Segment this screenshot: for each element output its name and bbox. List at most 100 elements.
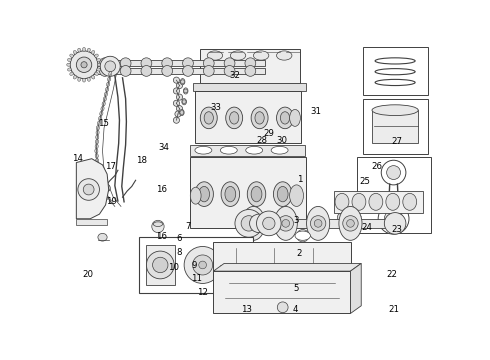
- Text: 27: 27: [391, 138, 402, 147]
- Bar: [244, 219, 397, 228]
- Circle shape: [81, 62, 87, 68]
- Circle shape: [277, 302, 288, 313]
- Ellipse shape: [225, 186, 236, 202]
- Circle shape: [384, 213, 406, 234]
- Ellipse shape: [226, 107, 243, 129]
- Ellipse shape: [96, 139, 98, 144]
- Bar: [334, 191, 423, 213]
- Text: 26: 26: [371, 162, 382, 171]
- Circle shape: [180, 111, 184, 114]
- Circle shape: [337, 213, 345, 221]
- Bar: [76, 68, 265, 74]
- Text: 31: 31: [311, 107, 321, 116]
- Text: 16: 16: [156, 185, 167, 194]
- Ellipse shape: [375, 58, 415, 64]
- Ellipse shape: [276, 107, 294, 129]
- Text: 17: 17: [105, 162, 116, 171]
- Circle shape: [314, 220, 322, 227]
- Ellipse shape: [221, 182, 240, 206]
- Ellipse shape: [190, 187, 201, 204]
- Ellipse shape: [230, 51, 245, 60]
- Ellipse shape: [224, 66, 235, 76]
- Circle shape: [241, 216, 257, 231]
- Ellipse shape: [109, 200, 113, 204]
- Circle shape: [346, 220, 354, 227]
- Text: 33: 33: [210, 103, 221, 112]
- Circle shape: [263, 217, 275, 230]
- Ellipse shape: [96, 168, 99, 172]
- Ellipse shape: [307, 206, 330, 240]
- Ellipse shape: [220, 147, 237, 154]
- Ellipse shape: [98, 173, 101, 177]
- Text: 32: 32: [229, 71, 240, 80]
- Ellipse shape: [68, 68, 71, 71]
- Ellipse shape: [99, 58, 110, 69]
- Ellipse shape: [97, 126, 99, 130]
- Circle shape: [173, 88, 179, 94]
- Ellipse shape: [104, 92, 108, 96]
- Ellipse shape: [74, 50, 76, 54]
- Ellipse shape: [227, 250, 243, 280]
- Ellipse shape: [273, 182, 292, 206]
- Circle shape: [199, 261, 206, 269]
- Ellipse shape: [96, 130, 99, 135]
- Text: 29: 29: [264, 129, 275, 138]
- Text: 11: 11: [191, 274, 202, 283]
- Ellipse shape: [70, 54, 74, 57]
- Ellipse shape: [82, 78, 86, 82]
- Circle shape: [381, 160, 406, 185]
- Ellipse shape: [162, 66, 172, 76]
- Ellipse shape: [92, 50, 95, 54]
- Circle shape: [83, 184, 94, 195]
- Ellipse shape: [98, 233, 107, 241]
- Ellipse shape: [105, 87, 109, 92]
- Bar: [190, 157, 306, 228]
- Text: 16: 16: [156, 232, 167, 241]
- Bar: [363, 99, 428, 154]
- Ellipse shape: [92, 75, 95, 79]
- Ellipse shape: [183, 88, 188, 94]
- Text: 28: 28: [256, 136, 267, 145]
- Bar: [214, 271, 350, 314]
- Text: 12: 12: [197, 288, 208, 297]
- Bar: [190, 145, 305, 156]
- Circle shape: [152, 220, 164, 233]
- Text: 18: 18: [136, 156, 147, 165]
- Ellipse shape: [95, 144, 98, 149]
- Ellipse shape: [251, 107, 268, 129]
- Ellipse shape: [78, 66, 89, 76]
- Ellipse shape: [103, 97, 106, 101]
- Text: 13: 13: [241, 305, 252, 314]
- Ellipse shape: [195, 147, 212, 154]
- Ellipse shape: [95, 153, 98, 158]
- Ellipse shape: [95, 149, 98, 153]
- Ellipse shape: [97, 58, 100, 62]
- Ellipse shape: [372, 105, 418, 116]
- Circle shape: [176, 105, 183, 112]
- Ellipse shape: [101, 106, 104, 111]
- Text: 20: 20: [83, 270, 94, 279]
- Ellipse shape: [253, 51, 269, 60]
- Text: 8: 8: [176, 248, 181, 257]
- Ellipse shape: [95, 54, 98, 57]
- Text: 14: 14: [72, 154, 83, 163]
- Ellipse shape: [109, 72, 112, 76]
- Text: 15: 15: [98, 118, 109, 127]
- Ellipse shape: [195, 182, 214, 206]
- Ellipse shape: [107, 82, 110, 86]
- Ellipse shape: [271, 147, 288, 154]
- Circle shape: [181, 80, 185, 84]
- Ellipse shape: [108, 77, 111, 81]
- Text: 9: 9: [192, 261, 197, 270]
- Ellipse shape: [229, 112, 239, 124]
- Bar: [357, 157, 431, 233]
- Ellipse shape: [200, 107, 217, 129]
- Bar: [140, 237, 253, 293]
- Ellipse shape: [276, 51, 292, 60]
- Ellipse shape: [199, 186, 210, 202]
- Circle shape: [229, 259, 241, 271]
- Ellipse shape: [87, 77, 90, 81]
- Text: 10: 10: [168, 263, 179, 272]
- Ellipse shape: [78, 77, 81, 81]
- Ellipse shape: [120, 58, 131, 69]
